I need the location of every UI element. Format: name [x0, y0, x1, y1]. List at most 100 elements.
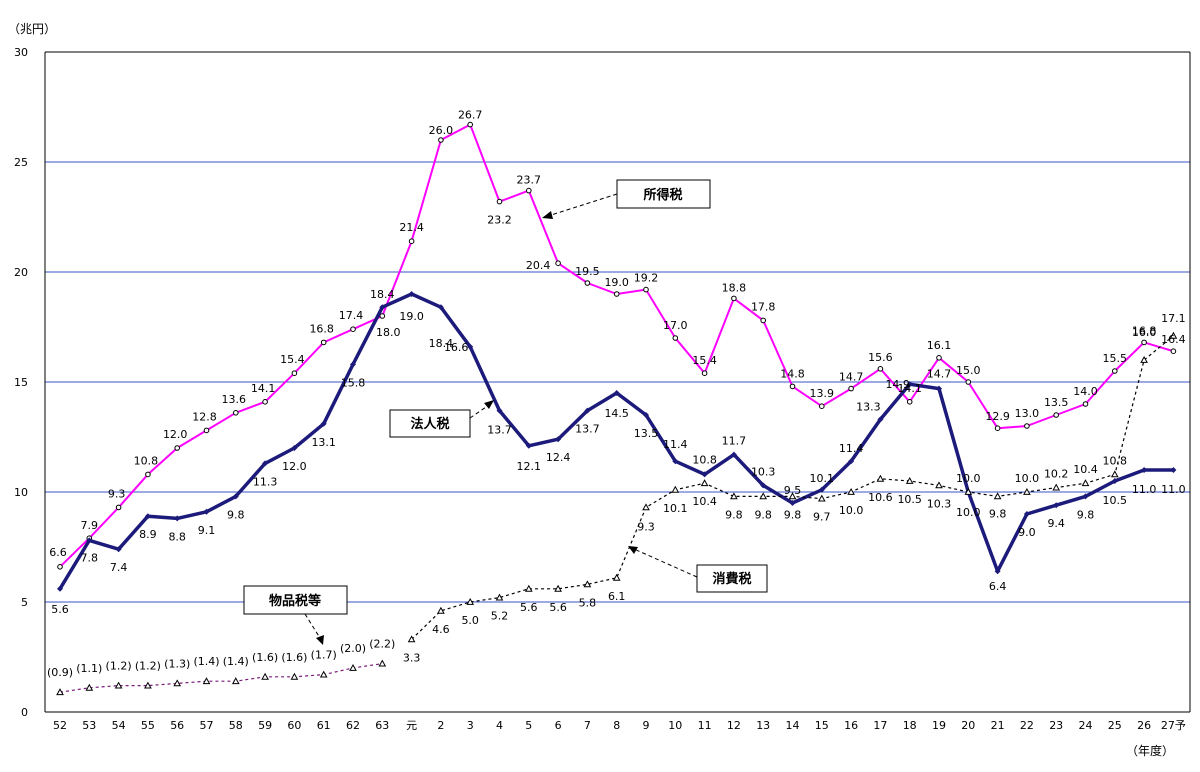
data-point: [407, 635, 416, 643]
data-label: 18.0: [376, 326, 401, 339]
data-point: [524, 584, 533, 592]
x-tick-label: 14: [786, 719, 800, 732]
data-point: [612, 573, 621, 581]
data-point: [818, 486, 825, 493]
series-line: [59, 663, 383, 693]
data-label: 15.6: [868, 351, 893, 364]
x-tick-label: 11: [698, 719, 712, 732]
data-label: 13.9: [810, 387, 835, 400]
y-tick-label: 30: [14, 46, 28, 59]
data-label: 9.8: [227, 508, 245, 521]
data-label: 9.5: [784, 484, 802, 497]
data-point: [350, 326, 356, 333]
data-label: 17.0: [663, 319, 688, 332]
x-tick-label: 12: [727, 719, 741, 732]
data-label: 11.3: [253, 475, 278, 488]
data-point: [1170, 467, 1177, 473]
data-label: (1.2): [106, 660, 132, 673]
x-tick-label: 5: [525, 719, 532, 732]
data-point: [847, 487, 855, 495]
callout-corporate-tax: 法人税: [389, 400, 494, 438]
data-label: 16.4: [1161, 333, 1186, 346]
data-label: 9.3: [108, 487, 126, 500]
data-label: 9.8: [989, 507, 1007, 520]
data-label: 13.1: [311, 436, 336, 449]
data-point: [291, 445, 298, 451]
data-point: [701, 370, 708, 377]
data-point: [203, 427, 210, 434]
y-tick-label: 0: [21, 706, 28, 719]
data-label: 17.8: [751, 300, 776, 313]
data-label: 17.1: [1161, 312, 1186, 325]
data-point: [994, 425, 1001, 432]
data-point: [817, 494, 826, 502]
data-label: 15.5: [1103, 352, 1128, 365]
data-label: (1.4): [223, 655, 249, 668]
callout-income-tax-text: 所得税: [643, 187, 682, 203]
data-label: 10.5: [897, 493, 922, 506]
data-label: 9.0: [1018, 526, 1036, 539]
data-point: [320, 339, 327, 346]
data-label: 5.6: [520, 601, 538, 614]
data-label: 11.7: [722, 435, 747, 448]
data-label: 18.4: [429, 337, 454, 350]
x-tick-label: 2: [437, 719, 444, 732]
data-point: [57, 585, 63, 592]
data-label: 9.8: [1077, 508, 1095, 521]
data-label: 12.0: [282, 460, 307, 473]
data-point: [613, 390, 620, 396]
data-point: [144, 513, 151, 520]
data-label: 9.7: [813, 511, 831, 524]
data-point: [1023, 487, 1031, 495]
data-point: [496, 407, 503, 414]
data-point: [730, 451, 737, 458]
data-label: 14.1: [251, 382, 276, 395]
data-label: 8.9: [139, 528, 157, 541]
x-tick-label: 24: [1079, 719, 1093, 732]
data-point: [789, 500, 796, 506]
data-label: 23.7: [517, 174, 542, 187]
data-label: 14.8: [780, 367, 805, 380]
data-label: (1.6): [252, 651, 278, 664]
data-point: [231, 677, 240, 685]
data-label: 19.0: [399, 310, 424, 323]
data-point: [1112, 368, 1118, 374]
data-point: [291, 370, 298, 377]
x-tick-label: 20: [961, 719, 975, 732]
data-label: (1.7): [311, 649, 337, 662]
data-point: [319, 670, 328, 678]
data-point: [1170, 348, 1177, 355]
data-label: 5.8: [579, 596, 597, 609]
x-tick-label: 55: [141, 719, 155, 732]
data-point: [56, 688, 64, 696]
data-label: (2.2): [369, 638, 395, 651]
data-point: [905, 476, 914, 484]
data-point: [584, 280, 591, 286]
data-label: 17.4: [339, 309, 364, 322]
data-point: [877, 416, 884, 423]
data-point: [114, 681, 123, 689]
data-label: 10.4: [1073, 463, 1098, 476]
data-point: [1169, 331, 1178, 339]
data-label: (1.6): [281, 651, 307, 664]
data-label: 19.5: [575, 265, 600, 278]
data-point: [379, 313, 386, 319]
data-point: [936, 385, 942, 392]
data-label: 13.7: [575, 423, 600, 436]
data-point: [1024, 423, 1030, 429]
data-point: [1053, 502, 1060, 509]
y-tick-label: 15: [14, 376, 28, 389]
data-label: 10.8: [134, 454, 159, 467]
data-label: 13.6: [222, 393, 247, 406]
data-point: [202, 677, 211, 685]
data-label: 10.0: [839, 504, 864, 517]
data-point: [496, 198, 503, 205]
data-point: [408, 238, 415, 244]
data-label: 4.6: [432, 623, 450, 636]
data-label: 7.9: [81, 519, 99, 532]
data-point: [438, 137, 444, 143]
data-label: 14.1: [897, 382, 922, 395]
data-label: 12.8: [192, 410, 217, 423]
data-label: 19.2: [634, 272, 659, 285]
